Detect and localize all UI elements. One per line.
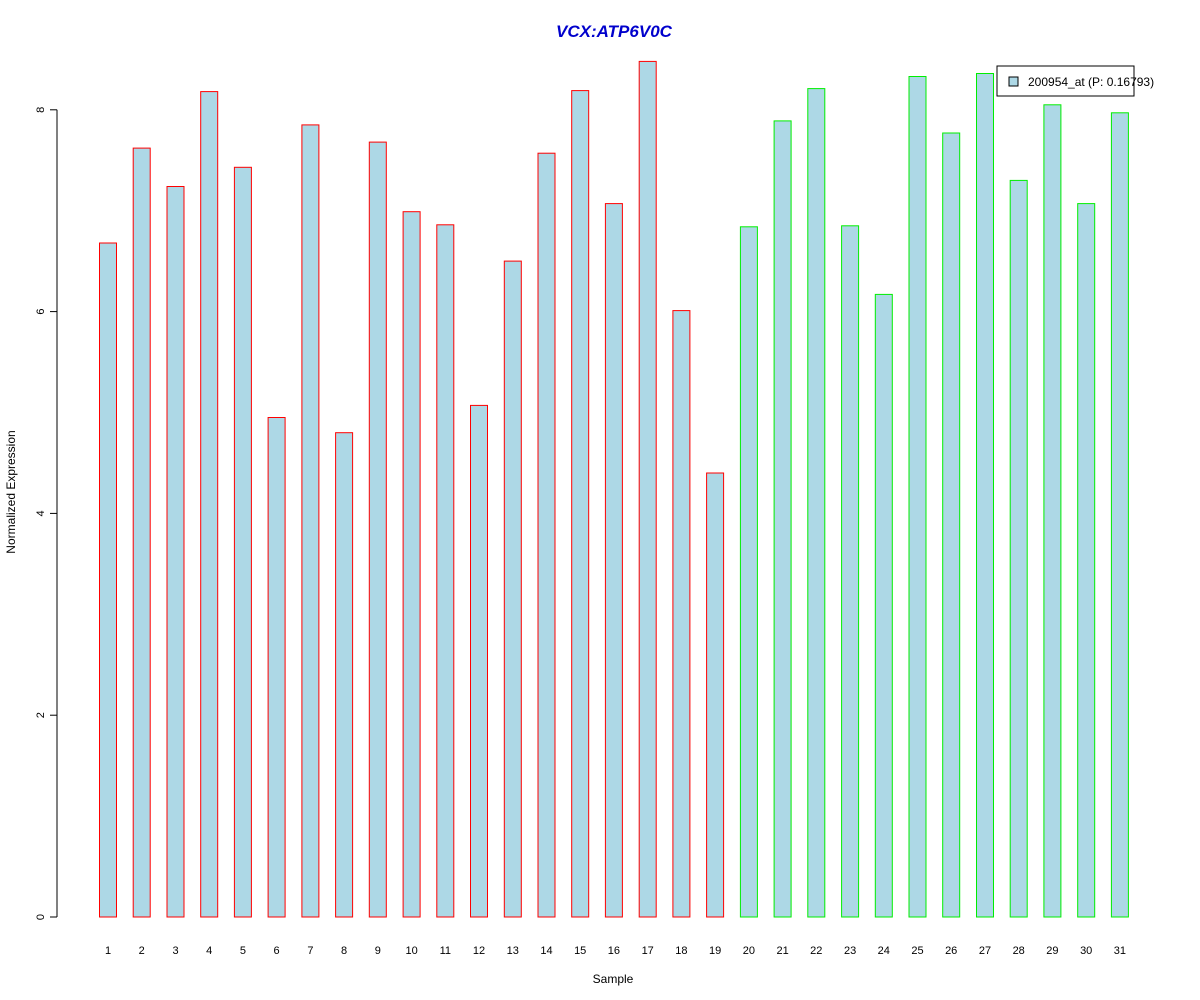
bar-sample-15 xyxy=(571,90,590,918)
bar-sample-8 xyxy=(335,432,354,918)
bar-sample-11 xyxy=(436,224,455,918)
x-axis-title: Sample xyxy=(593,972,634,986)
x-tick-label: 28 xyxy=(1013,945,1025,957)
legend-swatch xyxy=(1008,76,1019,87)
x-tick-label: 18 xyxy=(675,945,687,957)
x-tick-label: 29 xyxy=(1046,945,1058,957)
bar-sample-7 xyxy=(301,124,320,918)
x-tick-label: 19 xyxy=(709,945,721,957)
bar-sample-18 xyxy=(672,310,691,918)
x-tick-label: 8 xyxy=(341,945,347,957)
bar-sample-14 xyxy=(537,152,556,918)
x-tick-label: 14 xyxy=(540,945,552,957)
bar-sample-16 xyxy=(604,203,623,918)
x-tick-label: 26 xyxy=(945,945,957,957)
x-tick-label: 15 xyxy=(574,945,586,957)
bar-sample-6 xyxy=(267,417,286,918)
bar-sample-3 xyxy=(166,186,185,918)
x-tick-labels: 1 2 3 4 5 6 7 8 9 10 11 12 13 14 15 16 17 18 19 20 21 22 23 24 2… xyxy=(105,945,1126,957)
bar-sample-10 xyxy=(402,211,421,918)
x-tick-label: 1 xyxy=(105,945,111,957)
bar-sample-31 xyxy=(1110,112,1129,918)
bars-group xyxy=(99,60,1129,918)
x-tick-label: 5 xyxy=(240,945,246,957)
y-tick-label: 8 xyxy=(35,107,47,113)
x-tick-label: 2 xyxy=(139,945,145,957)
bar-sample-2 xyxy=(132,147,151,918)
bar-sample-4 xyxy=(200,91,219,918)
bar-sample-29 xyxy=(1043,104,1062,918)
x-tick-label: 23 xyxy=(844,945,856,957)
bar-sample-17 xyxy=(638,60,657,918)
x-tick-label: 10 xyxy=(405,945,417,957)
y-axis-title: Normalized Expression xyxy=(4,430,18,553)
x-tick-label: 25 xyxy=(911,945,923,957)
x-tick-label: 24 xyxy=(878,945,890,957)
bar-sample-9 xyxy=(368,141,387,918)
bar-sample-13 xyxy=(503,260,522,918)
bar-sample-23 xyxy=(841,225,860,918)
legend-label: 200954_at (P: 0.16793) xyxy=(1028,75,1154,89)
bar-sample-21 xyxy=(773,120,792,918)
x-tick-label: 13 xyxy=(507,945,519,957)
legend-box xyxy=(996,65,1135,97)
bar-sample-20 xyxy=(739,226,758,918)
x-tick-label: 16 xyxy=(608,945,620,957)
bar-sample-22 xyxy=(807,88,826,918)
bar-sample-26 xyxy=(942,132,961,918)
x-tick-label: 7 xyxy=(307,945,313,957)
bar-sample-5 xyxy=(233,166,252,918)
y-tick-label: 4 xyxy=(35,510,47,516)
x-tick-label: 27 xyxy=(979,945,991,957)
x-tick-label: 11 xyxy=(440,945,451,957)
bar-sample-25 xyxy=(908,76,927,918)
y-tick-label: 6 xyxy=(35,309,47,315)
bar-sample-28 xyxy=(1009,179,1028,918)
y-axis: 0 2 4 6 8 xyxy=(35,107,58,920)
x-tick-label: 4 xyxy=(206,945,212,957)
y-tick-label: 0 xyxy=(35,914,47,920)
x-tick-label: 12 xyxy=(473,945,485,957)
x-tick-label: 9 xyxy=(375,945,381,957)
x-tick-label: 21 xyxy=(776,945,788,957)
x-tick-label: 31 xyxy=(1114,945,1126,957)
x-tick-label: 17 xyxy=(642,945,654,957)
chart-title: VCX:ATP6V0C xyxy=(556,22,673,41)
legend: 200954_at (P: 0.16793) xyxy=(996,65,1154,97)
bar-sample-27 xyxy=(976,73,994,918)
bar-sample-1 xyxy=(99,242,117,918)
bar-sample-19 xyxy=(706,472,725,918)
x-tick-label: 22 xyxy=(810,945,822,957)
x-tick-label: 20 xyxy=(743,945,755,957)
y-tick-label: 2 xyxy=(35,712,47,718)
bar-sample-12 xyxy=(470,404,488,918)
x-tick-label: 3 xyxy=(172,945,178,957)
bar-sample-30 xyxy=(1077,203,1096,918)
x-tick-label: 30 xyxy=(1080,945,1092,957)
x-tick-label: 6 xyxy=(274,945,280,957)
bar-sample-24 xyxy=(874,293,893,918)
